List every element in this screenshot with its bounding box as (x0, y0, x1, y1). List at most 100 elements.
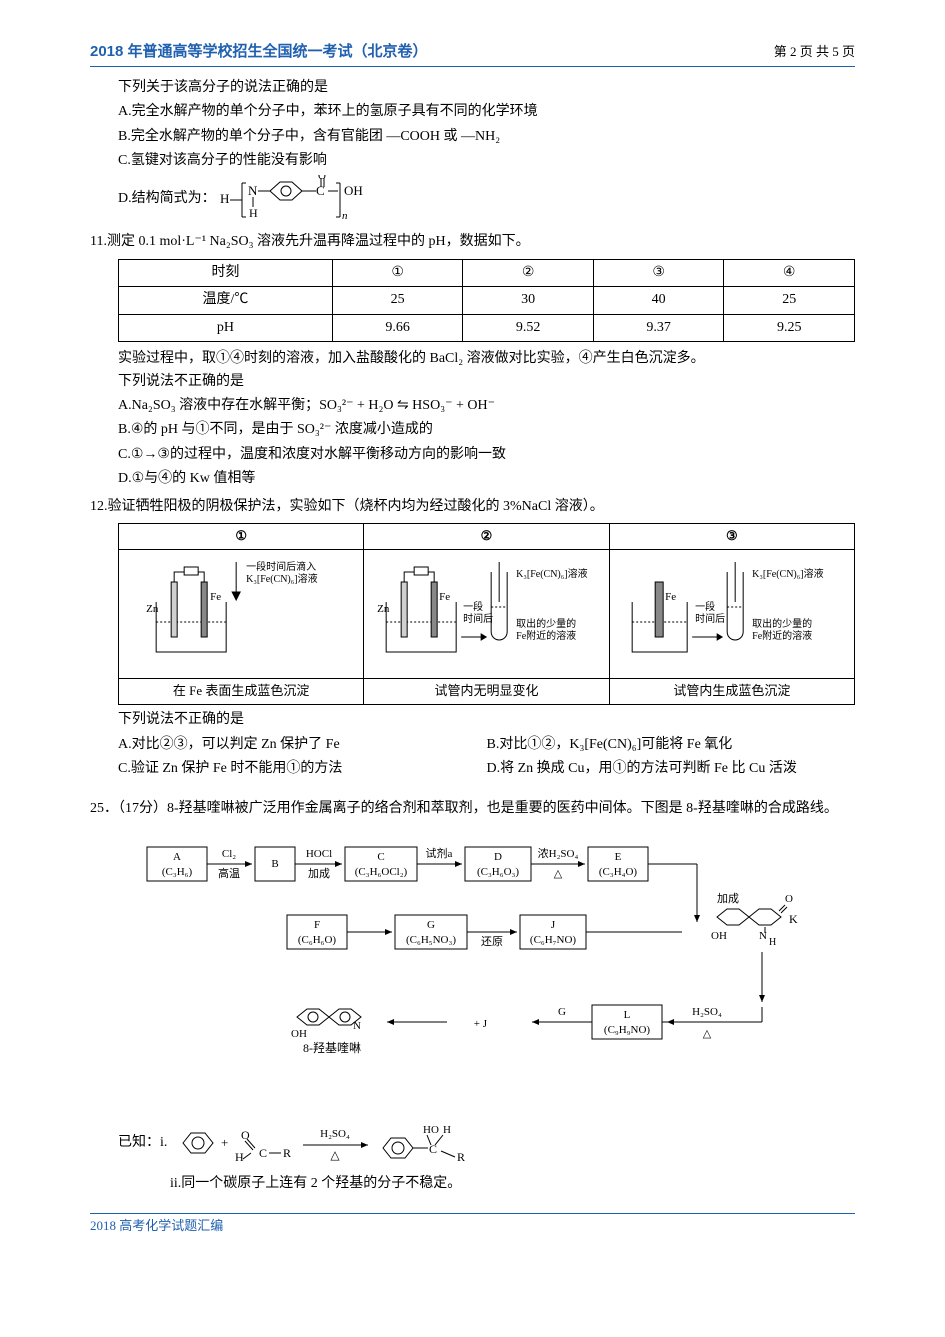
svg-text:H: H (220, 191, 229, 206)
svg-text:(C₉H₉NO): (C₉H₉NO) (603, 1024, 650, 1036)
q11-r0c3: ③ (593, 259, 724, 286)
svg-text:R: R (283, 1146, 291, 1160)
q11-r1c2: 30 (463, 287, 594, 314)
q25-known-label: 已知：i. (118, 1132, 167, 1154)
svg-text:OH: OH (291, 1028, 307, 1040)
svg-text:8-羟基喹啉: 8-羟基喹啉 (303, 1040, 361, 1055)
q11-after2: 下列说法不正确的是 (90, 371, 855, 393)
svg-text:L: L (623, 1009, 630, 1021)
svg-text:取出的少量的: 取出的少量的 (752, 617, 812, 630)
svg-text:N: N (248, 183, 258, 198)
svg-text:加成: 加成 (308, 867, 330, 880)
svg-text:C: C (377, 851, 384, 863)
q25-stem: 25．（17分）8-羟基喹啉被广泛用作金属离子的络合剂和萃取剂，也是重要的医药中… (90, 798, 855, 820)
q12-cell2: Zn Fe K₃[Fe(CN)₆]溶液 一段 时间后 取出的少量的 Fe附近的溶… (364, 549, 609, 679)
svg-text:H₂SO₄: H₂SO₄ (692, 1006, 722, 1018)
svg-text:一段: 一段 (695, 600, 715, 613)
svg-text:K₃[Fe(CN)₆]溶液: K₃[Fe(CN)₆]溶液 (246, 572, 317, 585)
q11-r2c4: 9.25 (724, 314, 855, 341)
q12-cap2: 试管内无明显变化 (364, 679, 609, 705)
q12-cap3: 试管内生成蓝色沉淀 (609, 679, 854, 705)
svg-text:C: C (259, 1146, 267, 1160)
svg-text:一段时间后滴入: 一段时间后滴入 (246, 560, 316, 573)
svg-text:加成: 加成 (717, 892, 739, 905)
q11-r0c2: ② (463, 259, 594, 286)
svg-text:△: △ (702, 1028, 711, 1040)
svg-text:C: C (316, 183, 325, 198)
svg-text:取出的少量的: 取出的少量的 (516, 617, 576, 630)
svg-text:时间后: 时间后 (695, 612, 725, 625)
q11-r1c0: 温度/℃ (119, 287, 333, 314)
svg-text:(C₃H₆O₃): (C₃H₆O₃) (476, 866, 518, 878)
svg-text:HO: HO (423, 1124, 439, 1136)
q11-opt-b: B.④的 pH 与①不同，是由于 SO₃²⁻ 浓度减小造成的 (90, 419, 855, 441)
q11-r0c0: 时刻 (119, 259, 333, 286)
svg-text:Fe: Fe (665, 591, 676, 603)
svg-text:△: △ (553, 868, 562, 880)
q11-r1c3: 40 (593, 287, 724, 314)
header-page: 第 2 页 共 5 页 (774, 42, 855, 63)
q25-known-reaction: + O H C R H₂SO₄ △ HO (173, 1113, 533, 1173)
svg-text:H: H (235, 1150, 244, 1164)
q10-structure: H N C O n OH H (220, 175, 410, 225)
svg-text:Cl₂: Cl₂ (221, 848, 235, 860)
q12-col1: ① (119, 523, 364, 549)
svg-text:B: B (271, 858, 278, 870)
svg-text:O: O (318, 175, 326, 182)
q10-lead: 下列关于该高分子的说法正确的是 (90, 77, 855, 99)
q10-opt-c: C.氢键对该高分子的性能没有影响 (90, 150, 855, 172)
svg-text:H₂SO₄: H₂SO₄ (321, 1128, 351, 1140)
svg-text:N: N (759, 930, 767, 942)
svg-text:H: H (249, 206, 258, 220)
svg-text:OH: OH (344, 183, 363, 198)
svg-text:Zn: Zn (146, 603, 159, 615)
svg-text:O: O (785, 893, 793, 905)
svg-text:H: H (443, 1124, 451, 1136)
svg-text:HOCl: HOCl (305, 848, 331, 860)
svg-text:高温: 高温 (218, 866, 240, 880)
svg-text:还原: 还原 (481, 935, 503, 948)
q11-r2c2: 9.52 (463, 314, 594, 341)
q11-r0c4: ④ (724, 259, 855, 286)
svg-text:+: + (221, 1135, 228, 1150)
svg-text:+ J: + J (473, 1018, 487, 1030)
svg-text:O: O (241, 1128, 250, 1142)
q12-table: ① ② ③ (118, 523, 855, 705)
q12-opt-c: C.验证 Zn 保护 Fe 时不能用①的方法 (118, 758, 487, 780)
svg-text:K₃[Fe(CN)₆]溶液: K₃[Fe(CN)₆]溶液 (752, 567, 823, 580)
svg-text:R: R (457, 1150, 465, 1164)
q12-stem: 12.验证牺牲阳极的阴极保护法，实验如下（烧杯内均为经过酸化的 3%NaCl 溶… (90, 496, 855, 518)
q11-opt-d: D.①与④的 Kw 值相等 (90, 468, 855, 490)
q12-cap1: 在 Fe 表面生成蓝色沉淀 (119, 679, 364, 705)
svg-text:Fe: Fe (439, 591, 450, 603)
svg-text:(C₆H₅NO₃): (C₆H₅NO₃) (406, 934, 456, 946)
svg-text:Zn: Zn (377, 603, 390, 615)
q25-synthesis-route: A (C₃H₆) Cl₂ 高温 B HOCl 加成 C (C₃H₆OCl₂) 试… (137, 827, 837, 1107)
svg-text:一段: 一段 (463, 600, 483, 613)
svg-text:Fe附近的溶液: Fe附近的溶液 (516, 629, 576, 642)
q11-r2c3: 9.37 (593, 314, 724, 341)
page-footer: 2018 高考化学试题汇编 (90, 1213, 855, 1237)
svg-text:OH: OH (711, 930, 727, 942)
svg-text:F: F (313, 919, 319, 931)
svg-text:△: △ (331, 1148, 341, 1162)
svg-text:A: A (173, 851, 181, 863)
q10-opt-b: B.完全水解产物的单个分子中，含有官能团 —COOH 或 —NH₂ (90, 126, 855, 148)
svg-text:Fe: Fe (210, 591, 221, 603)
q11-after1: 实验过程中，取①④时刻的溶液，加入盐酸酸化的 BaCl₂ 溶液做对比实验，④产生… (90, 348, 855, 370)
svg-text:N: N (353, 1020, 361, 1032)
q12-opt-b: B.对比①②，K₃[Fe(CN)₆]可能将 Fe 氧化 (487, 734, 856, 756)
svg-text:(C₆H₇NO): (C₆H₇NO) (529, 934, 576, 946)
q11-r2c0: pH (119, 314, 333, 341)
svg-text:K₃[Fe(CN)₆]溶液: K₃[Fe(CN)₆]溶液 (516, 567, 587, 580)
svg-text:H: H (769, 937, 776, 948)
svg-text:(C₃H₆OCl₂): (C₃H₆OCl₂) (354, 866, 407, 878)
q12-opt-a: A.对比②③，可以判定 Zn 保护了 Fe (118, 734, 487, 756)
q12-col3: ③ (609, 523, 854, 549)
svg-text:K: K (789, 912, 798, 926)
q11-r2c1: 9.66 (332, 314, 463, 341)
q10-opt-a: A.完全水解产物的单个分子中，苯环上的氢原子具有不同的化学环境 (90, 101, 855, 123)
q12-lead2: 下列说法不正确的是 (90, 709, 855, 731)
q11-r1c1: 25 (332, 287, 463, 314)
svg-text:(C₆H₆O): (C₆H₆O) (297, 934, 336, 946)
